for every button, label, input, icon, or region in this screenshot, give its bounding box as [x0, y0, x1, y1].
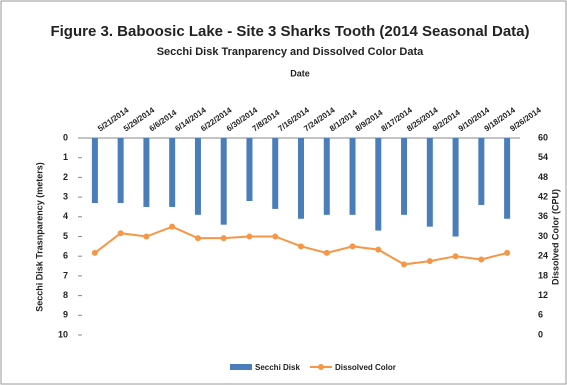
bar [143, 138, 150, 207]
y-tick-label: 5 [63, 231, 68, 241]
y-tick-label: 6 [63, 251, 68, 261]
y2-axis-title: Dissolved Color (CPU) [550, 189, 560, 285]
bar [246, 138, 253, 202]
bar [504, 138, 511, 219]
line-marker [504, 249, 511, 256]
legend-label: Secchi Disk [255, 363, 300, 372]
legend-swatch [230, 364, 252, 370]
bar [220, 138, 227, 225]
y2-tick-label: 60 [538, 132, 548, 142]
bar [375, 138, 382, 231]
bar [272, 138, 279, 209]
line-marker [349, 243, 356, 250]
chart-title: Figure 3. Baboosic Lake - Site 3 Sharks … [50, 23, 529, 40]
bar [323, 138, 330, 215]
line-marker [91, 249, 98, 256]
line-marker [246, 233, 253, 240]
y2-tick-label: 18 [538, 270, 548, 280]
line-marker [169, 223, 176, 230]
y2-tick-label: 6 [538, 310, 543, 320]
y-tick-label: 7 [63, 270, 68, 280]
y-tick-label: 3 [63, 191, 68, 201]
line-marker [401, 261, 408, 268]
y-tick-label: 4 [63, 211, 68, 221]
bar [194, 138, 201, 215]
y-tick-label: 0 [63, 132, 68, 142]
line-marker [194, 235, 201, 242]
y2-tick-label: 30 [538, 231, 548, 241]
x-axis-title: Date [290, 68, 310, 78]
legend-label: Dissolved Color [335, 363, 396, 372]
y-tick-label: 9 [63, 310, 68, 320]
y-tick-label: 2 [63, 172, 68, 182]
chart-subtitle: Secchi Disk Tranparency and Dissolved Co… [157, 46, 424, 58]
y-axis-title: Secchi Disk Trasnparency (meters) [34, 162, 44, 312]
bar [478, 138, 485, 205]
bar [426, 138, 433, 227]
y2-tick-label: 42 [538, 191, 548, 201]
y2-tick-label: 0 [538, 329, 543, 339]
line-marker [452, 253, 459, 260]
bar [298, 138, 304, 219]
bar [452, 138, 459, 237]
y2-tick-label: 48 [538, 172, 548, 182]
line-marker [426, 258, 433, 265]
line-marker [323, 249, 330, 256]
y2-tick-label: 36 [538, 211, 548, 221]
y-tick-label: 10 [58, 329, 68, 339]
legend-swatch [318, 364, 324, 370]
bar [349, 138, 356, 215]
y-tick-label: 1 [63, 152, 68, 162]
y-tick-label: 8 [63, 290, 68, 300]
bar [401, 138, 408, 215]
line-marker [375, 246, 382, 253]
line-marker [272, 233, 279, 240]
bar [91, 138, 98, 204]
y2-tick-label: 54 [538, 152, 548, 162]
line-marker [220, 235, 227, 242]
line-marker [117, 230, 124, 237]
bar [117, 138, 124, 204]
bar [169, 138, 176, 207]
line-marker [478, 256, 485, 263]
line-marker [298, 243, 304, 250]
y2-tick-label: 12 [538, 290, 548, 300]
line-marker [143, 233, 150, 240]
y2-tick-label: 24 [538, 251, 548, 261]
